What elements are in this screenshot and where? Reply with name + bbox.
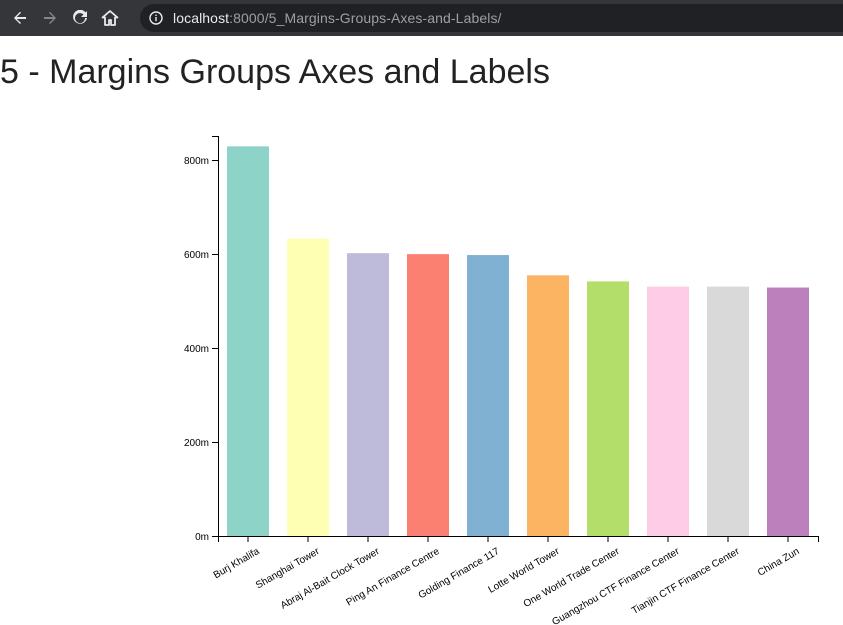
y-tick-label: 200m [184,438,209,449]
address-bar[interactable]: localhost:8000/5_Margins-Groups-Axes-and… [140,4,843,32]
y-tick-label: 400m [184,344,209,355]
bar [287,238,329,536]
url-host: localhost [173,10,230,26]
forward-arrow-icon[interactable] [38,6,62,30]
url-path: :8000/5_Margins-Groups-Axes-and-Labels/ [229,10,502,26]
x-tick-label: Tianjin CTF Finance Center [630,546,742,617]
bar [467,255,509,536]
x-axis-line [218,536,819,542]
page-title: 5 - Margins Groups Axes and Labels [0,53,550,91]
x-tick-label: Burj Khalifa [212,546,262,581]
y-tick-label: 800m [184,156,209,167]
x-tick-label: Abraj Al-Bait Clock Tower [279,546,382,612]
reload-icon[interactable] [68,6,92,30]
y-axis-line [212,136,219,537]
bar [707,286,749,536]
info-icon[interactable] [149,11,163,25]
bar [767,287,809,536]
bar [527,275,569,536]
bar [347,253,389,537]
x-tick-label: One World Trade Center [522,546,622,610]
back-arrow-icon[interactable] [8,6,32,30]
browser-toolbar: localhost:8000/5_Margins-Groups-Axes-and… [0,0,843,36]
bar [587,281,629,536]
x-tick-label: China Zun [756,546,801,579]
bar [227,146,269,536]
y-tick-label: 600m [184,250,209,261]
url-text[interactable]: localhost:8000/5_Margins-Groups-Axes-and… [173,10,502,26]
y-tick-label: 0m [195,532,209,543]
home-icon[interactable] [98,6,122,30]
bar [407,254,449,536]
bar [647,286,689,536]
